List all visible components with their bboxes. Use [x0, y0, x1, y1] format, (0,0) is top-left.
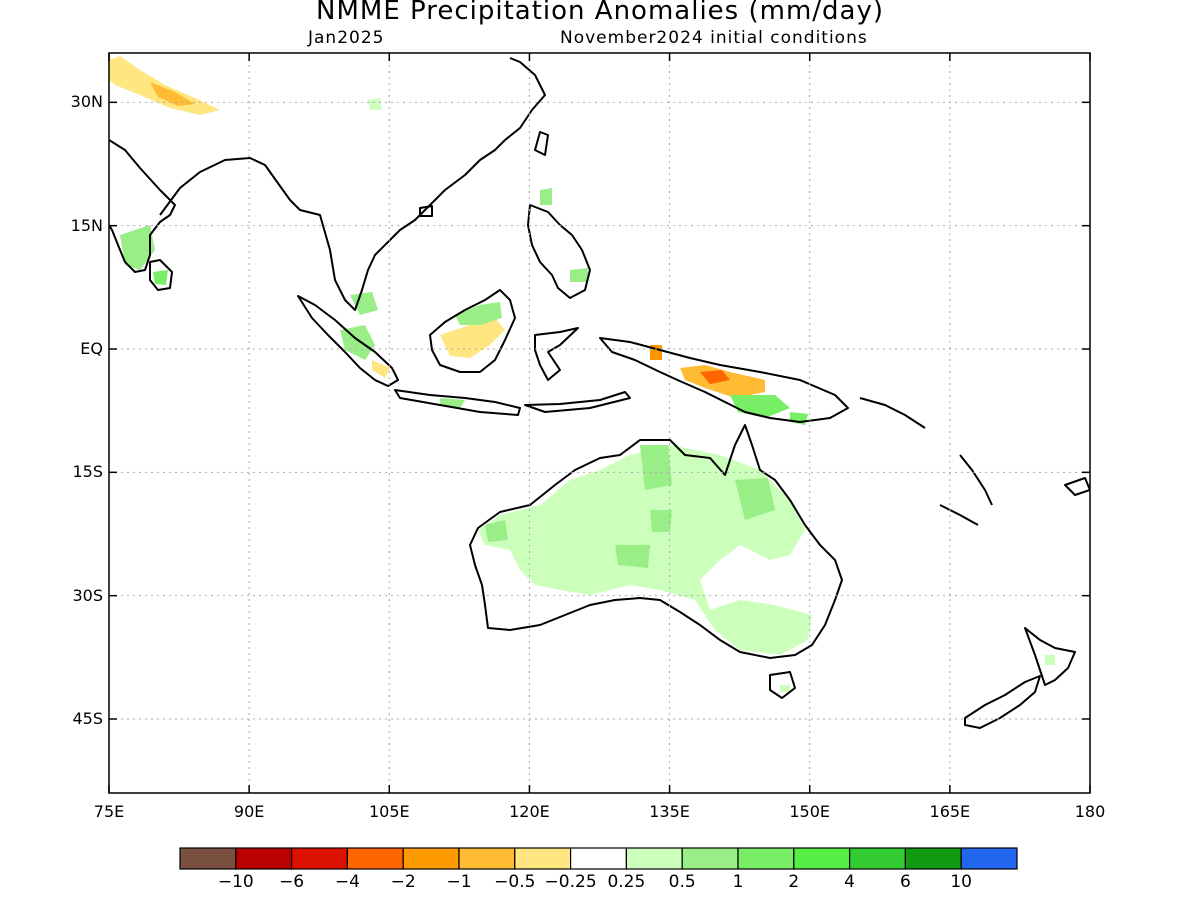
lat-label: 15N [70, 215, 103, 235]
colorbar-label: 2 [788, 872, 800, 892]
colorbar-label: 0.5 [668, 872, 696, 892]
colorbar-swatch [402, 847, 460, 870]
colorbar-swatch [569, 847, 627, 870]
plot-frame [108, 52, 1091, 794]
colorbar-swatch [625, 847, 683, 870]
lat-label: 30N [70, 92, 103, 112]
colorbar-label: −0.25 [544, 872, 597, 892]
colorbar-label: −4 [334, 872, 360, 892]
colorbar-label: 0.25 [607, 872, 646, 892]
colorbar [179, 847, 1018, 870]
colorbar-swatch [514, 847, 572, 870]
colorbar-label: 4 [844, 872, 856, 892]
lat-label: EQ [80, 339, 103, 358]
colorbar-label: 10 [950, 872, 973, 892]
colorbar-label: −1 [446, 872, 472, 892]
lon-label: 90E [233, 802, 265, 821]
colorbar-swatch [681, 847, 739, 870]
colorbar-swatch [960, 847, 1018, 870]
colorbar-label: −2 [390, 872, 416, 892]
colorbar-swatch [904, 847, 962, 870]
gridlines [109, 53, 1090, 793]
colorbar-swatch [179, 847, 237, 870]
colorbar-label: 1 [732, 872, 744, 892]
anomaly-shading [109, 56, 1055, 692]
colorbar-label: −10 [217, 872, 254, 892]
lon-label: 120E [509, 802, 550, 821]
lat-label: 30S [72, 585, 103, 605]
lat-label: 15S [72, 462, 103, 482]
colorbar-swatch [848, 847, 906, 870]
colorbar-swatch [793, 847, 851, 870]
initial-conditions: November2024 initial conditions [560, 28, 868, 48]
map-title: NMME Precipitation Anomalies (mm/day) [316, 0, 884, 26]
colorbar-label: −6 [279, 872, 305, 892]
tick-marks [108, 53, 1091, 793]
lon-label: 105E [368, 802, 410, 821]
lon-label: 135E [649, 802, 690, 821]
lon-label: 150E [789, 802, 831, 821]
lat-label: 45S [72, 709, 103, 728]
colorbar-swatch [346, 847, 404, 870]
colorbar-swatch [737, 847, 795, 870]
lon-label: 75E [93, 802, 125, 821]
lon-label: 180 [1074, 802, 1106, 821]
colorbar-label: 6 [899, 872, 911, 892]
colorbar-label: −0.5 [494, 872, 536, 892]
target-month: Jan2025 [308, 28, 385, 48]
colorbar-swatch [291, 847, 349, 870]
coastlines [109, 57, 1090, 729]
lon-label: 165E [929, 802, 971, 821]
colorbar-swatch [458, 847, 516, 870]
colorbar-swatch [235, 847, 293, 870]
